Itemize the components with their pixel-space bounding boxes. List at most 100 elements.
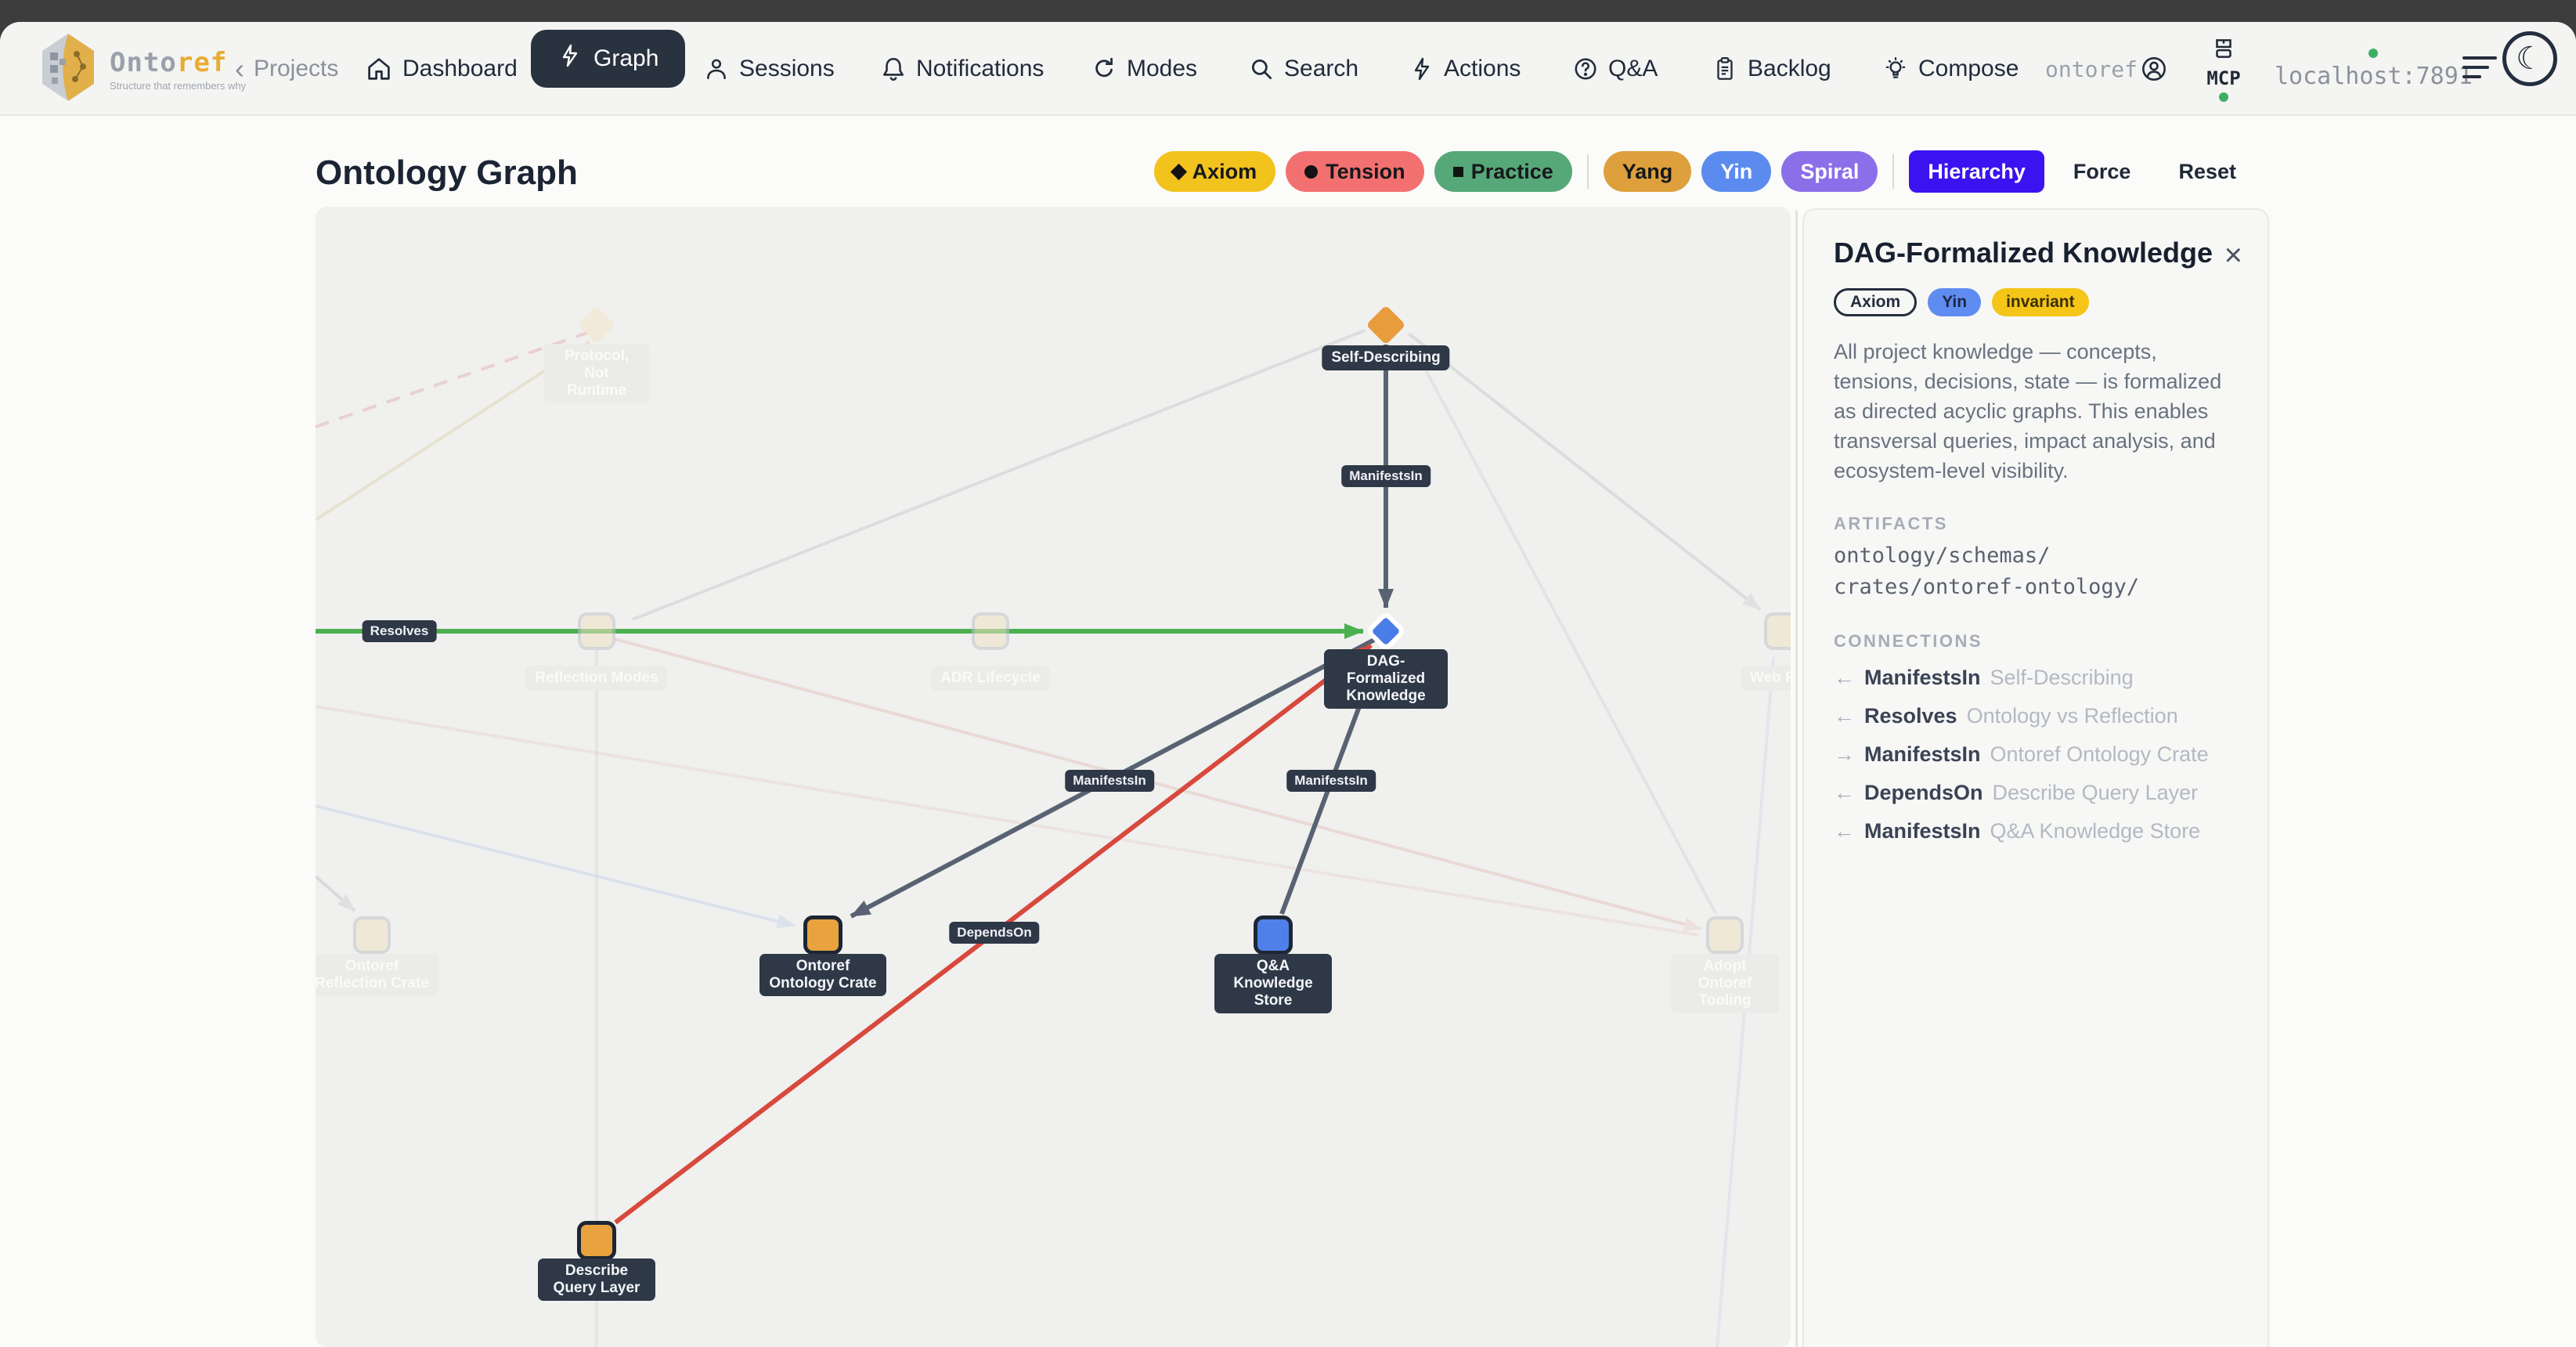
filter-label: Axiom (1192, 159, 1257, 183)
connection-row[interactable]: → ManifestsIn Ontoref Ontology Crate (1834, 742, 2238, 767)
badge-row: Axiom Yin invariant (1834, 288, 2238, 316)
circle-icon (1304, 164, 1319, 179)
host-status: localhost:7891 (2275, 22, 2473, 116)
filter-label: Yin (1720, 159, 1753, 183)
breadcrumb[interactable]: ‹ Projects (235, 22, 338, 116)
arrow-left-icon: ← (1834, 781, 1855, 804)
project-label: ontoref (2045, 56, 2138, 82)
filter-tension[interactable]: Tension (1286, 151, 1424, 192)
lightbulb-icon (1882, 56, 1909, 82)
node-label: Ontoref Ontology Crate (759, 954, 886, 996)
filter-practice[interactable]: Practice (1434, 151, 1572, 192)
nav-item-dashboard[interactable]: Dashboard (365, 22, 518, 116)
cycle-icon (1091, 56, 1117, 82)
nav-item-search[interactable]: Search (1248, 22, 1358, 116)
node-reflection-modes[interactable] (578, 612, 615, 650)
connection-row[interactable]: ← ManifestsIn Self-Describing (1834, 666, 2238, 690)
node-label: Reflection Modes (525, 666, 668, 691)
panel-divider (1795, 210, 1798, 1347)
nav-label: Sessions (739, 56, 835, 81)
nav-item-sessions[interactable]: Sessions (703, 22, 835, 116)
node-ontoref-reflection-crate[interactable] (353, 916, 391, 954)
host-status-dot (2369, 48, 2379, 58)
connection-row[interactable]: ← DependsOn Describe Query Layer (1834, 781, 2238, 805)
connection-row[interactable]: ← Resolves Ontology vs Reflection (1834, 704, 2238, 728)
artifact-path: ontology/schemas/ (1834, 543, 2051, 568)
connection-target: Self-Describing (1990, 666, 2134, 689)
connection-target: Q&A Knowledge Store (1990, 819, 2201, 843)
filter-label: Practice (1470, 159, 1553, 183)
avatar-icon (2139, 54, 2169, 84)
nav-label: Backlog (1748, 56, 1831, 81)
connection-target: Describe Query Layer (1992, 781, 2199, 804)
top-nav: Ontoref Structure that remembers why ‹ P… (0, 22, 2576, 116)
app-window: Ontoref Structure that remembers why ‹ P… (0, 22, 2576, 1347)
connections-heading: CONNECTIONS (1834, 631, 1983, 651)
nav-item-backlog[interactable]: Backlog (1712, 22, 1831, 116)
node-adr-lifecycle[interactable] (972, 612, 1009, 650)
nav-label: Graph (593, 45, 659, 71)
connection-row[interactable]: ← ManifestsIn Q&A Knowledge Store (1834, 819, 2238, 843)
arrow-left-icon: ← (1834, 819, 1855, 843)
badge-invariant: invariant (1992, 288, 2089, 316)
layout-force-button[interactable]: Force (2073, 159, 2131, 183)
graph-edges (316, 329, 1775, 1347)
arrow-right-icon: → (1834, 742, 1855, 766)
node-detail-panel: DAG-Formalized Knowledge × Axiom Yin inv… (1802, 208, 2269, 1347)
mcp-label: MCP (2206, 67, 2241, 89)
node-label: DAG-Formalized Knowledge (1324, 649, 1448, 709)
panel-title: DAG-Formalized Knowledge (1834, 237, 2213, 269)
search-icon (1248, 56, 1275, 82)
nav-item-notifications[interactable]: Notifications (880, 22, 1044, 116)
node-web-presence[interactable] (1764, 612, 1791, 650)
nav-item-modes[interactable]: Modes (1091, 22, 1197, 116)
edge-label-manifestsin: ManifestsIn (1065, 770, 1154, 792)
nav-item-qa[interactable]: Q&A (1572, 22, 1658, 116)
connection-relation: ManifestsIn (1864, 666, 1981, 689)
bolt-icon (1409, 56, 1434, 81)
filter-yang[interactable]: Yang (1603, 151, 1692, 192)
graph-toolbar: Axiom Tension Practice Yang Yin Spiral H… (1153, 150, 2255, 193)
node-label: Ontoref Reflection Crate (316, 954, 439, 996)
node-description: All project knowledge — concepts, tensio… (1834, 340, 2222, 482)
close-icon[interactable]: × (2224, 238, 2242, 273)
node-describe-query-layer[interactable] (577, 1221, 616, 1260)
edge-label-resolves: Resolves (362, 620, 437, 642)
nav-label: Dashboard (402, 56, 518, 81)
filter-yin[interactable]: Yin (1701, 151, 1772, 192)
connection-relation: DependsOn (1864, 781, 1983, 804)
node-qa-knowledge-store[interactable] (1254, 915, 1293, 955)
nav-label: Search (1284, 56, 1359, 81)
filter-axiom[interactable]: Axiom (1153, 151, 1276, 192)
edge-label-manifestsin: ManifestsIn (1286, 770, 1376, 792)
breadcrumb-label: Projects (254, 56, 339, 81)
logo-title-gray: Onto (110, 46, 177, 78)
layout-hierarchy-button[interactable]: Hierarchy (1909, 150, 2044, 193)
logo-tagline: Structure that remembers why (110, 79, 247, 92)
filter-spiral[interactable]: Spiral (1781, 151, 1878, 192)
layout-reset-button[interactable]: Reset (2178, 159, 2236, 183)
bolt-icon (557, 43, 583, 74)
mcp-status[interactable]: MCP (2192, 22, 2255, 116)
menu-icon[interactable] (2462, 56, 2497, 78)
host-label: localhost:7891 (2275, 62, 2473, 90)
connection-target: Ontoref Ontology Crate (1990, 742, 2209, 766)
arrow-left-icon: ← (1834, 704, 1855, 728)
theme-toggle-moon-icon[interactable]: ☾ (2502, 31, 2557, 86)
node-label: Self-Describing (1322, 345, 1450, 370)
nav-item-graph[interactable]: Graph (531, 30, 686, 88)
arrow-left-icon: ← (1834, 666, 1855, 689)
artifact-path: crates/ontoref-ontology/ (1834, 575, 2140, 599)
node-ontoref-ontology-crate[interactable] (803, 915, 842, 955)
node-adopt-ontoref-tooling[interactable] (1706, 916, 1744, 954)
nav-item-actions[interactable]: Actions (1409, 22, 1521, 116)
nav-item-compose[interactable]: Compose (1882, 22, 2019, 116)
divider (1892, 154, 1895, 189)
logo-mark-icon (39, 32, 97, 107)
server-icon (2210, 37, 2237, 64)
account-menu[interactable] (2139, 22, 2169, 116)
badge-yin: Yin (1928, 288, 1982, 316)
graph-canvas[interactable]: Protocol, Not Runtime Self-Describing Re… (316, 207, 1791, 1347)
app-logo[interactable]: Ontoref Structure that remembers why (39, 28, 246, 110)
filter-label: Tension (1326, 159, 1405, 183)
